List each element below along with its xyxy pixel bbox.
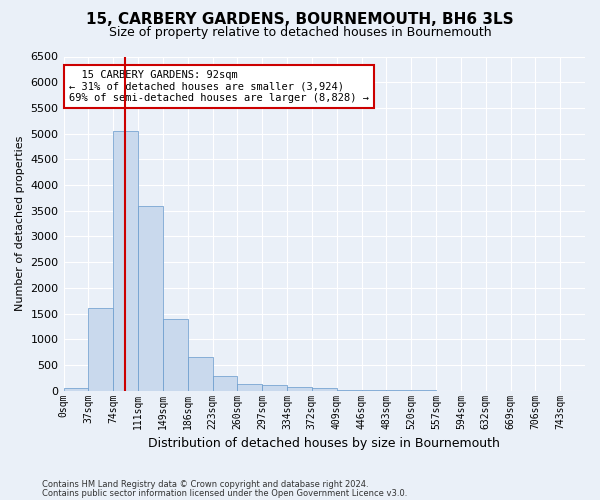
Text: Contains HM Land Registry data © Crown copyright and database right 2024.: Contains HM Land Registry data © Crown c… (42, 480, 368, 489)
Bar (163, 318, 188, 390)
Text: Contains public sector information licensed under the Open Government Licence v3: Contains public sector information licen… (42, 488, 407, 498)
Bar (64, 388, 88, 390)
Bar (212, 376, 238, 390)
Y-axis label: Number of detached properties: Number of detached properties (15, 136, 25, 312)
X-axis label: Distribution of detached houses by size in Bournemouth: Distribution of detached houses by size … (148, 437, 500, 450)
Bar (287, 387, 312, 390)
Bar (312, 388, 337, 390)
Text: Size of property relative to detached houses in Bournemouth: Size of property relative to detached ho… (109, 26, 491, 39)
Bar (188, 357, 212, 390)
Text: 15, CARBERY GARDENS, BOURNEMOUTH, BH6 3LS: 15, CARBERY GARDENS, BOURNEMOUTH, BH6 3L… (86, 12, 514, 28)
Bar (88, 308, 113, 390)
Bar (138, 206, 163, 390)
Bar (113, 131, 138, 390)
Bar (262, 386, 287, 390)
Text: 15 CARBERY GARDENS: 92sqm
← 31% of detached houses are smaller (3,924)
69% of se: 15 CARBERY GARDENS: 92sqm ← 31% of detac… (69, 70, 369, 103)
Bar (238, 384, 262, 390)
